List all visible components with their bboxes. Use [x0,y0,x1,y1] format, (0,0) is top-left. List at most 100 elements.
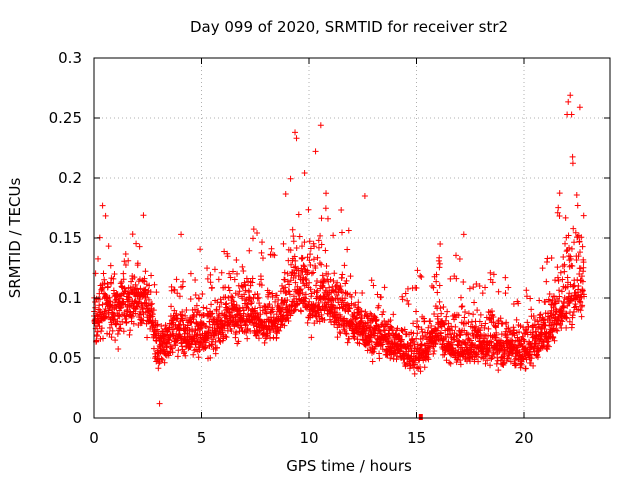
data-point [349,318,355,325]
data-point [128,278,135,285]
data-point [355,299,362,306]
data-point [440,303,447,310]
data-point [334,305,341,312]
data-point [548,255,555,262]
data-point [141,275,148,282]
data-point [431,348,438,355]
data-point [271,252,278,259]
data-point [225,284,232,291]
data-point [383,333,390,340]
data-point [106,324,113,331]
data-point [523,356,530,363]
data-point [477,327,484,334]
data-point [339,271,346,278]
data-point [321,317,328,324]
data-point [205,328,212,335]
y-tick-label: 0.1 [58,289,82,307]
data-point [495,288,502,295]
data-point [487,362,494,369]
data-point [454,356,461,363]
data-point [171,286,178,293]
data-point [441,321,448,328]
data-point [197,246,204,253]
data-point [475,358,482,365]
data-point [375,302,382,309]
data-point [199,321,206,328]
data-point [327,276,334,283]
data-point [430,284,437,291]
data-point [293,295,300,302]
data-point [358,307,365,314]
data-point [209,341,216,348]
axis-ticks [93,57,610,419]
data-point [553,321,560,328]
data-point [436,298,443,305]
data-point [195,307,202,314]
data-point [436,282,443,289]
data-point [233,257,240,264]
data-point [240,268,247,275]
data-point [482,320,489,327]
data-point [469,341,476,348]
data-point [445,338,452,345]
y-tick-labels: 0 0.05 0.1 0.15 0.2 0.25 0.3 [49,49,82,427]
data-point [290,238,297,245]
data-point [471,299,478,306]
data-point [437,305,444,312]
data-point [215,276,222,283]
data-point [114,331,121,338]
data-point [126,331,133,338]
data-point [503,319,510,326]
data-point [367,334,374,341]
data-point [250,226,257,233]
data-point [486,352,493,359]
data-point [96,296,103,303]
data-point [571,239,578,246]
data-point [523,293,530,300]
data-point [247,328,254,335]
data-point [507,358,514,365]
data-point [110,275,117,282]
data-point [580,259,587,266]
data-point [246,247,253,254]
data-point [476,283,483,290]
data-point [287,175,294,182]
data-point [129,231,136,238]
data-point [142,295,149,302]
data-point [158,355,165,362]
data-point [308,270,315,277]
data-point [337,283,344,290]
data-point [458,294,465,301]
data-point [562,214,569,221]
data-point [545,338,552,345]
data-point [170,326,177,333]
data-point [459,303,466,310]
data-point [504,331,511,338]
data-point [299,254,306,261]
data-point [575,283,582,290]
data-point [502,274,509,281]
data-point [298,255,305,262]
data-point [390,311,397,318]
data-point [301,239,308,246]
data-point [413,284,420,291]
data-point [150,345,157,352]
data-point [268,245,275,252]
data-point [561,261,568,268]
data-point [215,314,222,321]
data-point [346,304,353,311]
data-point [112,337,119,344]
data-point [428,322,435,329]
data-point [107,262,114,269]
data-point [193,332,200,339]
data-point [574,202,581,209]
data-point [170,319,177,326]
data-point [165,352,172,359]
data-point [200,312,207,319]
data-point [187,296,194,303]
data-point [218,299,225,306]
data-point [374,291,381,298]
data-point [418,326,425,333]
data-point [381,284,388,291]
